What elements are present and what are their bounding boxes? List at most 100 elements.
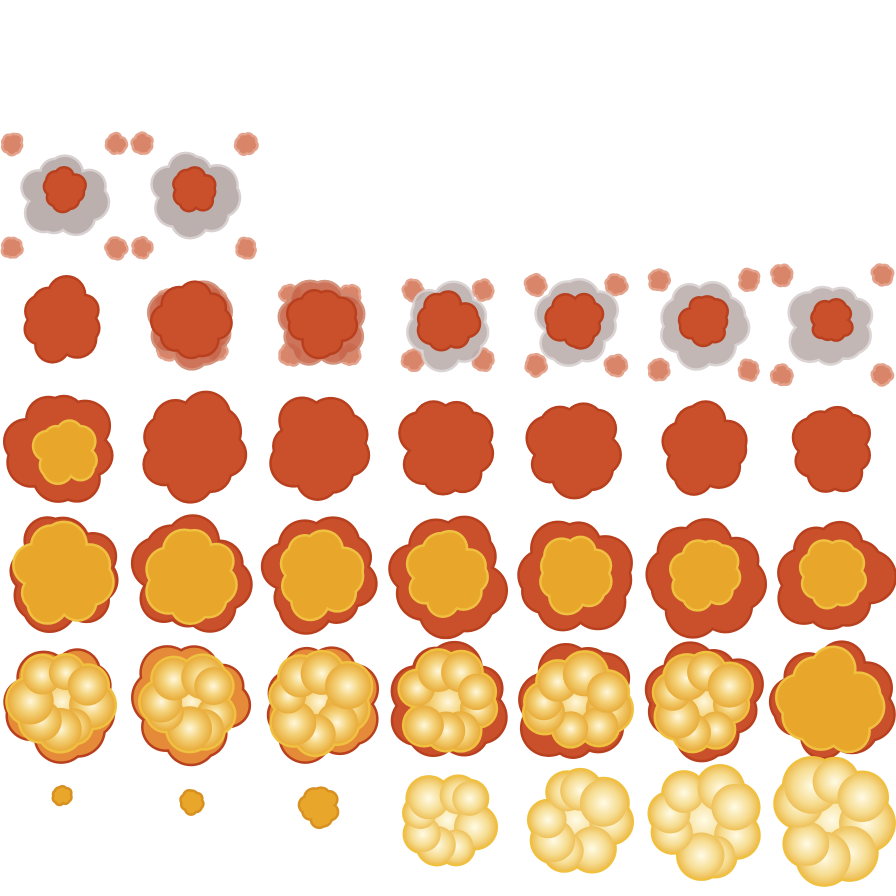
- core: [798, 539, 868, 610]
- puff: [453, 413, 492, 452]
- puff: [200, 545, 233, 578]
- fireball: [677, 295, 729, 348]
- fireball: [23, 275, 101, 364]
- debris: [870, 263, 895, 287]
- flash: [51, 784, 73, 807]
- fireball: [525, 402, 622, 500]
- puff: [342, 286, 350, 295]
- flash: [401, 774, 499, 867]
- puff: [663, 772, 705, 813]
- puff: [711, 783, 759, 831]
- debris: [400, 348, 425, 373]
- puff: [783, 269, 791, 277]
- sprite-frame: [518, 643, 634, 760]
- debris: [604, 273, 629, 297]
- puff: [453, 304, 477, 327]
- sprite-frame: [791, 405, 872, 493]
- sprite-frame: [525, 402, 622, 500]
- core: [145, 528, 238, 625]
- sprite-frame: [388, 515, 509, 640]
- puff: [784, 821, 830, 866]
- puff: [247, 136, 256, 145]
- puff: [580, 550, 610, 581]
- puff: [707, 663, 752, 708]
- ember: [42, 165, 87, 214]
- flash: [647, 763, 761, 881]
- puff: [680, 309, 702, 331]
- sprite-frame: [9, 516, 119, 633]
- core: [12, 520, 115, 625]
- sprite-frame: [645, 518, 768, 639]
- puff: [452, 781, 487, 816]
- puff: [484, 352, 492, 361]
- ember: [172, 166, 217, 213]
- flash: [179, 789, 205, 816]
- puff: [616, 359, 626, 368]
- puff: [4, 135, 12, 143]
- puff: [247, 241, 254, 248]
- puff: [404, 705, 444, 746]
- fireball: [269, 396, 371, 501]
- core: [138, 653, 237, 754]
- puff: [62, 789, 71, 797]
- sprite-frame: [661, 400, 748, 496]
- puff: [60, 584, 96, 620]
- puff: [774, 266, 783, 275]
- puff: [812, 648, 855, 690]
- puff: [579, 706, 619, 746]
- debris: [870, 363, 895, 387]
- sprite-frame: [768, 640, 896, 760]
- puff: [192, 794, 202, 803]
- core: [539, 535, 613, 616]
- puff: [706, 577, 732, 603]
- sprite-frame: [400, 278, 495, 373]
- puff: [581, 304, 602, 325]
- debris: [769, 363, 794, 387]
- core: [651, 650, 754, 754]
- puff: [405, 445, 443, 483]
- debris: [603, 353, 629, 378]
- sprite-frame: [51, 784, 73, 807]
- puff: [708, 422, 746, 459]
- puff: [325, 298, 355, 328]
- debris: [130, 131, 154, 155]
- puff: [883, 268, 892, 278]
- fireball: [544, 292, 605, 350]
- core: [774, 645, 886, 754]
- puff: [65, 175, 85, 195]
- puff: [198, 294, 225, 321]
- puff: [608, 357, 617, 366]
- puff: [115, 240, 125, 250]
- puff: [740, 279, 750, 288]
- sprite-frame: [398, 400, 495, 496]
- debris: [131, 236, 154, 260]
- puff: [62, 796, 69, 803]
- puff: [13, 240, 21, 248]
- puff: [139, 238, 147, 246]
- debris: [737, 358, 760, 382]
- puff: [117, 138, 125, 146]
- puff: [69, 296, 98, 324]
- debris: [523, 272, 548, 298]
- sprite-frame: [523, 272, 629, 378]
- puff: [3, 247, 12, 256]
- debris: [471, 278, 495, 302]
- sprite-frame: [390, 640, 508, 758]
- puff: [660, 362, 668, 370]
- sprite-frame: [297, 786, 340, 830]
- puff: [191, 407, 240, 456]
- debris: [401, 278, 425, 303]
- puff: [413, 283, 421, 291]
- flash: [297, 786, 340, 830]
- puff: [411, 574, 439, 603]
- puff: [749, 272, 758, 281]
- debris: [104, 236, 129, 261]
- puff: [553, 295, 578, 319]
- debris: [471, 347, 495, 372]
- puff: [833, 305, 850, 322]
- sprite-frame: [773, 755, 896, 887]
- puff: [814, 322, 829, 337]
- puff: [197, 176, 214, 194]
- sprite-frame: [130, 514, 253, 633]
- puff: [112, 134, 120, 142]
